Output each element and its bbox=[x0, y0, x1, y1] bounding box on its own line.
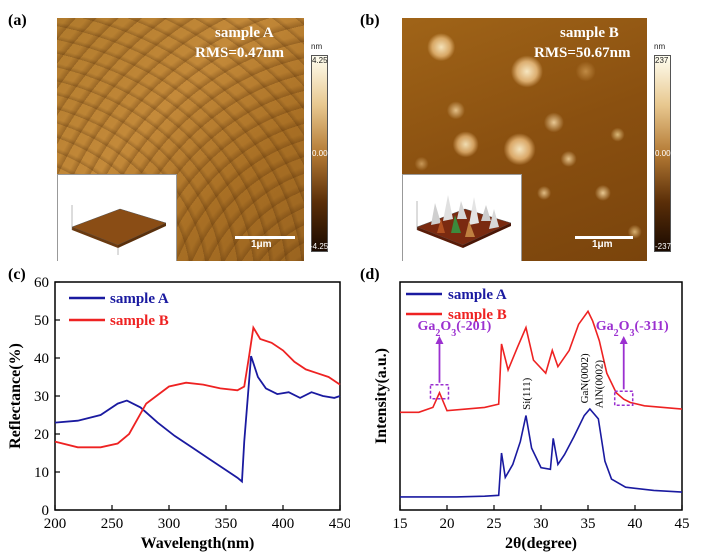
3d-surface-plot-a bbox=[71, 205, 167, 255]
plot-frame-d bbox=[399, 281, 683, 511]
3d-surface-plot-b bbox=[416, 195, 512, 248]
y-tick-label-c: 30 bbox=[34, 389, 49, 405]
series-line-c-a bbox=[54, 355, 341, 484]
afm-image-sample-a bbox=[57, 18, 304, 261]
panel-label-c: (c) bbox=[8, 266, 26, 283]
peak-label-d-0: Ga2O3(-201) bbox=[417, 319, 491, 339]
legend-label-d-b: sample B bbox=[448, 307, 507, 323]
afm-b-sample-label: sample B bbox=[560, 25, 619, 41]
x-tick-label-d: 30 bbox=[534, 516, 549, 532]
scalebar-b-label: 1μm bbox=[592, 239, 613, 250]
y-tick-label-c: 40 bbox=[34, 351, 49, 367]
y-tick-label-c: 10 bbox=[34, 465, 49, 481]
colorbar-b-unit: nm bbox=[654, 42, 666, 51]
peak-label-part: O bbox=[619, 319, 630, 334]
afm-a-sample-label: sample A bbox=[215, 25, 274, 41]
scalebar-a bbox=[235, 236, 295, 239]
panel-label-d: (d) bbox=[360, 266, 380, 283]
panel-label-b: (b) bbox=[360, 12, 380, 29]
x-tick-label-c: 250 bbox=[101, 516, 124, 532]
series-line-d-a bbox=[400, 407, 683, 498]
panel-label-a: (a) bbox=[8, 12, 27, 29]
peak-label-vertical-d: AlN(0002) bbox=[593, 360, 605, 409]
peak-label-part: (-311) bbox=[635, 319, 670, 334]
colorbar-b-mid: 0.00 bbox=[655, 149, 671, 158]
scalebar-a-label: 1μm bbox=[251, 239, 272, 250]
colorbar-b-min: -237 bbox=[655, 242, 672, 251]
peak-label-part: 2 bbox=[435, 328, 440, 339]
colorbar-a-unit: nm bbox=[311, 42, 323, 51]
y-tick-label-c: 60 bbox=[34, 275, 49, 291]
y-tick-label-c: 20 bbox=[34, 427, 49, 443]
afm-image-sample-b bbox=[402, 18, 647, 261]
arrow-head-d-0 bbox=[435, 336, 444, 344]
reflectance-chart: 200 250 300 350 400 450 0 10 20 30 40 50 60 Wavelengt… bbox=[7, 275, 350, 552]
x-tick-label-d: 35 bbox=[581, 516, 596, 532]
x-tick-label-d: 45 bbox=[675, 516, 690, 532]
peak-label-part: 2 bbox=[614, 328, 619, 339]
afm-3d-inset-a bbox=[57, 174, 177, 261]
peak-label-vertical-d: Si(111) bbox=[521, 377, 533, 410]
peak-box-d-1 bbox=[613, 390, 634, 407]
x-tick-label-c: 300 bbox=[158, 516, 181, 532]
colorbar-b bbox=[654, 55, 671, 252]
peak-box-d-0 bbox=[429, 383, 450, 400]
afm-3d-inset-b bbox=[402, 174, 522, 261]
x-tick-label-c: 450 bbox=[329, 516, 350, 532]
afm-b-rms-label: RMS=50.67nm bbox=[534, 45, 631, 61]
colorbar-b-max: 237 bbox=[655, 56, 669, 65]
y-axis-label-d: Intensity(a.u.) bbox=[373, 348, 390, 444]
legend-label-d-a: sample A bbox=[448, 287, 507, 303]
legend-label-c-a: sample A bbox=[110, 291, 169, 307]
peak-label-part: Ga bbox=[596, 319, 614, 334]
x-axis-label-c: Wavelength(nm) bbox=[141, 535, 255, 552]
colorbar-a-min: -4.25 bbox=[310, 242, 329, 251]
peak-label-part: 3 bbox=[630, 328, 635, 339]
peak-label-part: O bbox=[440, 319, 451, 334]
xrd-chart: 15 20 25 30 35 40 45 2θ(degree) Intensity(a.u.) s… bbox=[373, 281, 690, 552]
peak-label-d-1: Ga2O3(-311) bbox=[596, 319, 669, 339]
series-line-c-b bbox=[54, 324, 341, 449]
x-tick-label-d: 20 bbox=[440, 516, 455, 532]
peak-label-part: Ga bbox=[417, 319, 435, 334]
x-tick-label-c: 200 bbox=[44, 516, 67, 532]
arrow-head-d-1 bbox=[619, 336, 628, 344]
y-tick-label-c: 50 bbox=[34, 313, 49, 329]
colorbar-a-max: 4.25 bbox=[312, 56, 328, 65]
x-tick-label-d: 25 bbox=[487, 516, 502, 532]
colorbar-a bbox=[311, 55, 328, 252]
y-tick-label-c: 0 bbox=[42, 503, 50, 519]
colorbar-a-mid: 0.00 bbox=[312, 149, 328, 158]
scalebar-b bbox=[575, 236, 633, 239]
x-tick-label-c: 350 bbox=[215, 516, 238, 532]
peak-label-vertical-d: GaN(0002) bbox=[579, 353, 591, 403]
x-tick-label-d: 40 bbox=[628, 516, 643, 532]
afm-a-rms-label: RMS=0.47nm bbox=[195, 45, 284, 61]
legend-label-c-b: sample B bbox=[110, 313, 169, 329]
y-axis-label-c: Reflectance(%) bbox=[7, 343, 24, 449]
x-tick-label-c: 400 bbox=[272, 516, 295, 532]
series-line-d-b bbox=[400, 309, 683, 414]
peak-label-part: (-201) bbox=[456, 319, 491, 334]
x-tick-label-d: 15 bbox=[393, 516, 408, 532]
peak-label-part: 3 bbox=[451, 328, 456, 339]
x-axis-label-d: 2θ(degree) bbox=[505, 535, 577, 552]
